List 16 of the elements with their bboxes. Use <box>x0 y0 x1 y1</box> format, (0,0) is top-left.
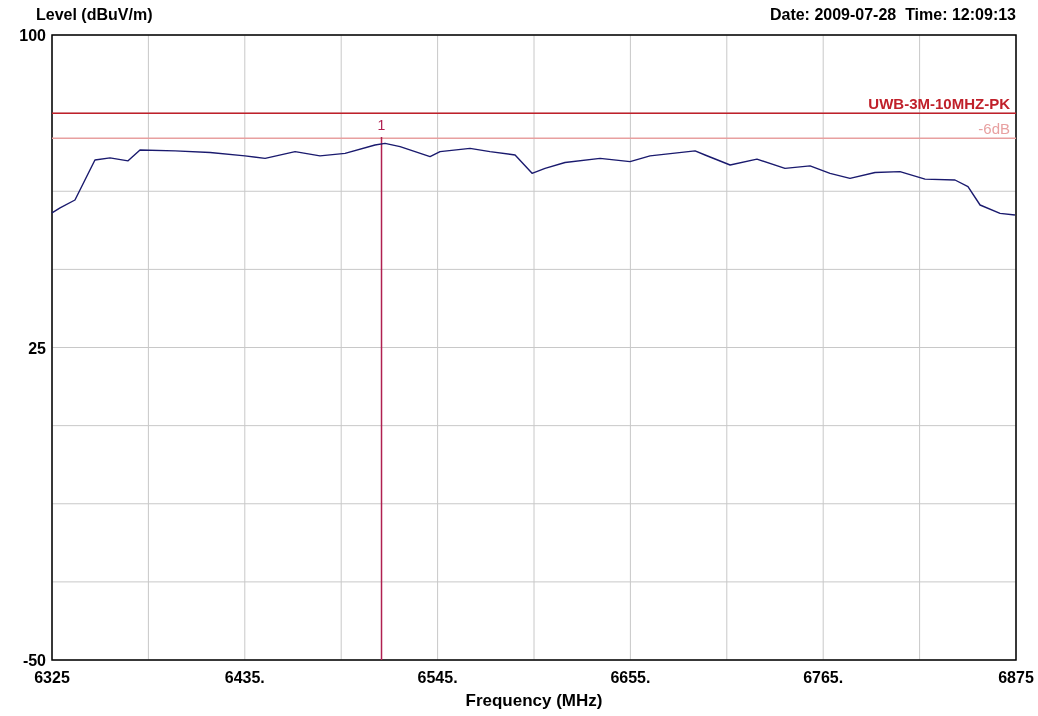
line-series <box>51 142 1016 216</box>
ref-line-label: UWB-3M-10MHZ-PK <box>868 95 1011 113</box>
ref-line-label: -6dB <box>978 120 1010 138</box>
x-tick-label: 6325 <box>34 669 70 686</box>
x-tick-label: 6545. <box>417 669 458 686</box>
y-tick-label: 100 <box>19 27 47 44</box>
text: Date: 2009-07-28 Time: 12:09:13 <box>769 6 1017 23</box>
x-tick-label: 6655. <box>610 669 651 686</box>
x-tick-label: 6875 <box>998 669 1034 686</box>
y-tick-label: 25 <box>28 339 47 357</box>
x-tick-label: 6435. <box>224 669 265 686</box>
y-axis-title: Level (dBuV/m) <box>36 6 153 23</box>
x-tick-label: 6765. <box>803 669 844 686</box>
y-tick-label: -50 <box>22 652 47 669</box>
annotation: 1 <box>377 117 386 134</box>
x-axis-title: Frequency (MHz) <box>465 691 603 710</box>
